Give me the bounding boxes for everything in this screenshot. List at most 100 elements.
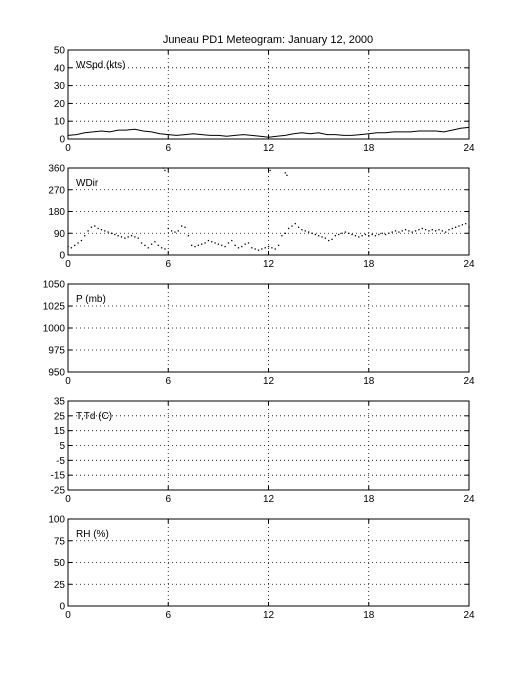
x-tick-label: 0 (65, 376, 71, 387)
y-tick-label: 10 (54, 117, 66, 128)
point-wdir (286, 174, 288, 176)
x-tick-label: 18 (363, 610, 375, 621)
point-wdir (284, 172, 286, 174)
point-wdir (391, 231, 393, 233)
point-wdir (217, 243, 220, 245)
point-wdir (411, 231, 413, 233)
x-tick-label: 18 (363, 494, 375, 505)
point-wdir (114, 233, 116, 236)
y-tick-label: 35 (54, 397, 66, 408)
point-wdir (194, 245, 196, 248)
x-tick-label: 6 (165, 259, 171, 270)
y-tick-label: 5 (59, 441, 65, 452)
point-wdir (254, 248, 256, 250)
point-wdir (354, 235, 357, 237)
point-wdir (137, 237, 139, 239)
point-wdir (231, 239, 233, 242)
point-wdir (441, 230, 443, 232)
x-tick-label: 24 (463, 376, 475, 387)
point-wdir (384, 233, 387, 236)
point-wdir (451, 227, 453, 230)
point-wdir (207, 239, 210, 242)
point-wdir (74, 244, 76, 247)
point-wdir (371, 233, 373, 236)
point-wdir (187, 235, 189, 237)
y-tick-label: 25 (54, 580, 66, 591)
point-wdir (164, 248, 166, 250)
figure-title: Juneau PD1 Meteogram: January 12, 2000 (163, 34, 373, 46)
point-wdir (281, 235, 283, 237)
point-wdir (244, 243, 246, 245)
y-tick-label: 40 (54, 63, 66, 74)
point-wdir (130, 235, 133, 237)
point-wdir (117, 235, 119, 237)
point-wdir (418, 229, 420, 231)
point-wdir (344, 231, 347, 233)
point-wdir (80, 239, 83, 242)
point-wdir (170, 230, 173, 232)
y-tick-label: 75 (54, 536, 66, 547)
y-tick-label: 90 (54, 229, 66, 240)
x-tick-label: 6 (165, 143, 171, 154)
point-wdir (94, 225, 96, 227)
x-tick-label: 12 (263, 143, 275, 154)
point-wdir (201, 243, 203, 245)
point-wdir (368, 235, 370, 237)
point-wdir (291, 225, 293, 227)
point-wdir (351, 233, 353, 236)
point-wdir (284, 232, 286, 234)
y-tick-label: 15 (54, 426, 66, 437)
point-wdir (314, 233, 316, 236)
point-wdir (428, 230, 430, 232)
point-wdir (90, 226, 93, 228)
point-wdir (269, 169, 271, 172)
point-wdir (247, 242, 250, 244)
point-wdir (318, 235, 320, 237)
x-tick-label: 18 (363, 143, 375, 154)
point-wdir (127, 236, 129, 238)
x-tick-label: 6 (165, 376, 171, 387)
point-wdir (328, 239, 330, 242)
x-tick-label: 24 (463, 610, 475, 621)
point-wdir (301, 229, 303, 231)
x-tick-label: 0 (65, 259, 71, 270)
point-wdir (264, 247, 266, 249)
point-wdir (431, 229, 433, 231)
y-tick-label: 50 (54, 46, 66, 57)
point-wdir (287, 227, 290, 230)
point-wdir (374, 235, 377, 237)
y-tick-label: 30 (54, 81, 66, 92)
point-wdir (70, 247, 73, 249)
point-wdir (107, 231, 109, 233)
point-wdir (214, 242, 216, 244)
point-wdir (277, 244, 280, 247)
y-tick-label: 0 (59, 251, 65, 262)
point-wdir (378, 233, 380, 236)
point-wdir (234, 244, 236, 247)
point-wdir (241, 245, 243, 248)
point-wdir (134, 236, 136, 238)
y-tick-label: -25 (51, 486, 66, 497)
x-tick-label: 12 (263, 376, 275, 387)
x-tick-label: 24 (463, 143, 475, 154)
point-wdir (401, 230, 403, 232)
y-tick-label: 360 (48, 164, 65, 175)
point-wdir (177, 230, 179, 232)
point-wdir (147, 247, 149, 249)
point-wdir (140, 242, 143, 244)
x-tick-label: 0 (65, 143, 71, 154)
point-wdir (267, 245, 270, 248)
point-wdir (257, 249, 260, 251)
y-tick-label: 20 (54, 99, 66, 110)
point-wdir (304, 230, 306, 232)
point-wdir (341, 232, 343, 234)
point-wdir (237, 247, 240, 249)
panel-label-wdir: WDir (76, 178, 99, 189)
point-wdir (398, 231, 400, 233)
point-wdir (364, 233, 367, 236)
y-tick-label: 50 (54, 558, 66, 569)
panel-t-td-c: 0 6 12 18 24 -25 -15 -5 5 15 25 35 T,Td (C) (51, 397, 475, 506)
x-tick-label: 12 (263, 610, 275, 621)
panel-rh: 0 6 12 18 24 0 25 50 75 100 RH (%) (48, 515, 475, 622)
panel-label-t-td-c: T,Td (C) (76, 411, 112, 422)
